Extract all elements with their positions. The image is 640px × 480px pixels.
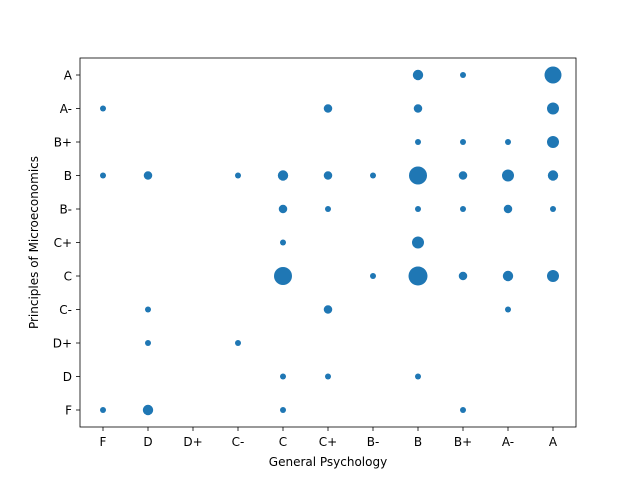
x-tick-label-0: F <box>100 435 107 449</box>
data-point-12 <box>143 171 153 180</box>
y-tick-label-1: D <box>63 370 72 384</box>
data-point-3 <box>100 105 106 112</box>
x-tick-label-9: A- <box>502 435 514 449</box>
x-tick-label-5: C+ <box>319 435 337 449</box>
y-tick-label-7: B <box>64 169 72 183</box>
data-point-29 <box>274 267 292 285</box>
data-point-16 <box>370 172 376 179</box>
x-tick-label-6: B- <box>367 435 380 449</box>
plot-area <box>80 58 576 427</box>
data-point-45 <box>280 407 286 413</box>
y-axis-ticks: F D D+ C- C C+ B- B B+ A- A <box>53 69 80 418</box>
data-point-37 <box>505 306 511 313</box>
data-point-21 <box>278 204 288 214</box>
x-tick-label-3: C- <box>232 435 245 449</box>
data-point-23 <box>415 206 421 212</box>
data-point-26 <box>550 206 556 212</box>
data-point-15 <box>323 171 333 180</box>
y-tick-label-9: A- <box>60 102 72 116</box>
data-point-46 <box>460 407 466 413</box>
data-point-22 <box>325 206 331 212</box>
x-tick-label-7: B <box>414 435 422 449</box>
data-point-2 <box>544 66 562 84</box>
x-tick-label-2: D+ <box>183 435 202 449</box>
data-point-11 <box>100 172 106 179</box>
data-point-20 <box>547 170 559 181</box>
data-point-9 <box>505 139 511 145</box>
data-point-43 <box>100 407 106 413</box>
data-point-32 <box>458 271 468 281</box>
data-point-7 <box>415 139 421 145</box>
y-tick-label-3: C- <box>59 303 72 317</box>
data-point-28 <box>412 236 424 249</box>
x-tick-label-8: B+ <box>454 435 472 449</box>
data-point-36 <box>323 305 333 314</box>
data-point-44 <box>142 404 154 416</box>
y-tick-label-10: A <box>64 69 73 83</box>
data-point-10 <box>547 136 559 148</box>
x-axis-ticks: F D D+ C- C C+ B- B B+ A- A <box>100 427 558 449</box>
data-point-18 <box>458 171 468 180</box>
y-tick-label-8: B+ <box>54 136 72 150</box>
data-point-8 <box>460 139 466 145</box>
data-point-35 <box>145 306 151 313</box>
data-point-6 <box>547 102 559 115</box>
x-axis-label: General Psychology <box>269 455 387 469</box>
data-point-41 <box>325 373 331 380</box>
data-point-14 <box>277 170 289 181</box>
x-tick-label-10: A <box>549 435 558 449</box>
y-tick-label-5: C+ <box>54 236 72 250</box>
y-tick-label-6: B- <box>59 203 72 217</box>
data-point-34 <box>547 270 559 282</box>
plot-frame <box>79 57 577 428</box>
data-point-1 <box>460 72 466 78</box>
data-point-40 <box>280 373 286 380</box>
data-point-39 <box>235 340 241 346</box>
data-point-33 <box>502 270 514 282</box>
data-point-0 <box>412 69 424 81</box>
y-axis-label: Principles of Microeconomics <box>27 156 41 329</box>
data-points <box>100 66 562 416</box>
data-point-38 <box>145 340 151 346</box>
data-point-27 <box>280 239 286 246</box>
data-point-17 <box>409 166 427 185</box>
data-point-4 <box>323 104 333 113</box>
y-tick-label-0: F <box>65 404 72 418</box>
data-point-5 <box>413 104 423 113</box>
y-tick-label-4: C <box>64 270 72 284</box>
data-point-31 <box>408 266 428 286</box>
y-tick-label-2: D+ <box>53 337 72 351</box>
data-point-42 <box>415 373 421 380</box>
x-tick-label-4: C <box>279 435 287 449</box>
data-point-13 <box>235 172 241 179</box>
data-point-19 <box>502 169 514 182</box>
data-point-24 <box>460 206 466 212</box>
data-point-25 <box>503 204 513 214</box>
x-tick-label-1: D <box>143 435 152 449</box>
data-point-30 <box>370 273 376 279</box>
